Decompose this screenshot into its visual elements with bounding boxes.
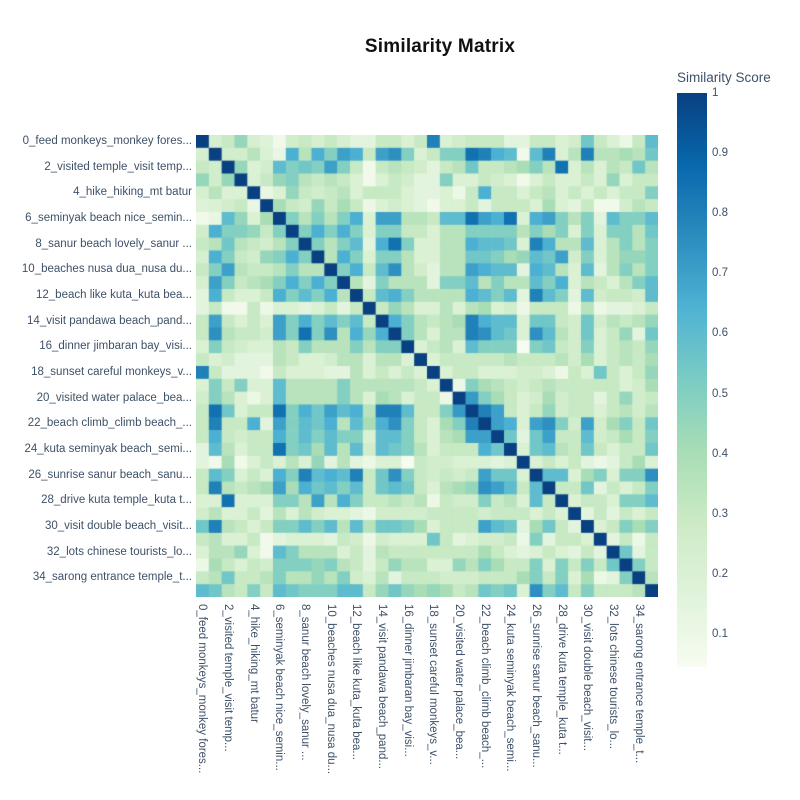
y-tick-label: 4_hike_hiking_mt batur (73, 186, 192, 199)
y-tick-label: 30_visit double beach_visit... (44, 519, 192, 532)
x-tick-label: 22_beach climb_climb beach_... (478, 604, 491, 769)
x-tick-label: 24_kuta seminyak beach_semi... (504, 604, 517, 772)
y-tick-label: 16_dinner jimbaran bay_visi... (39, 340, 192, 353)
y-tick-label: 2_visited temple_visit temp... (44, 160, 192, 173)
colorbar-tick-label: 0.1 (712, 627, 728, 640)
x-tick-label: 2_visited temple_visit temp... (222, 604, 235, 752)
chart-title: Similarity Matrix (364, 36, 516, 57)
x-tick-label: 30_visit double beach_visit... (581, 604, 594, 752)
colorbar-tick-label: 0.3 (712, 507, 728, 520)
colorbar-tick-label: 0.7 (712, 267, 728, 280)
y-tick-label: 32_lots chinese tourists_lo... (46, 545, 192, 558)
x-tick-label: 18_sunset careful monkeys_v... (427, 604, 440, 765)
y-tick-label: 18_sunset careful monkeys_v... (31, 365, 192, 378)
colorbar-title: Similarity Score (677, 70, 771, 85)
x-tick-label: 4_hike_hiking_mt batur (247, 604, 260, 723)
x-tick-label: 34_sarong entrance temple_t... (632, 604, 645, 764)
y-tick-label: 34_sarong entrance temple_t... (32, 571, 192, 584)
y-tick-label: 24_kuta seminyak beach_semi... (24, 442, 192, 455)
colorbar-tick-label: 1 (712, 87, 719, 99)
x-tick-label: 12_beach like kuta_kuta bea... (350, 604, 363, 761)
heatmap-canvas[interactable] (196, 135, 658, 597)
y-tick-label: 20_visited water palace_bea... (36, 391, 192, 404)
y-tick-label: 6_seminyak beach nice_semin... (25, 211, 192, 224)
y-tick-label: 22_beach climb_climb beach_... (27, 417, 192, 430)
colorbar-tick-label: 0.5 (712, 387, 728, 400)
x-tick-label: 10_beaches nusa dua_nusa du... (324, 604, 337, 775)
x-tick-label: 28_drive kuta temple_kuta t... (555, 604, 568, 755)
x-tick-label: 26_sunrise sanur beach_sanu... (530, 604, 543, 768)
colorbar-tick-label: 0.9 (712, 147, 728, 160)
x-tick-label: 14_visit pandawa beach_pand... (376, 604, 389, 769)
y-tick-label: 12_beach like kuta_kuta bea... (35, 288, 192, 301)
y-tick-label: 26_sunrise sanur beach_sanu... (28, 468, 192, 481)
x-tick-label: 0_feed monkeys_monkey fores... (196, 604, 209, 774)
y-tick-label: 8_sanur beach lovely_sanur ... (35, 237, 192, 250)
colorbar-tick-label: 0.6 (712, 327, 728, 340)
y-tick-label: 0_feed monkeys_monkey fores... (22, 134, 192, 147)
y-tick-label: 28_drive kuta temple_kuta t... (41, 494, 192, 507)
colorbar-tick-label: 0.8 (712, 207, 728, 220)
x-tick-label: 8_sanur beach lovely_sanur ... (299, 604, 312, 761)
x-tick-label: 16_dinner jimbaran bay_visi... (401, 604, 414, 757)
x-tick-label: 32_lots chinese tourists_lo... (607, 604, 620, 750)
x-tick-label: 6_seminyak beach nice_semin... (273, 604, 286, 771)
x-tick-label: 20_visited water palace_bea... (453, 604, 466, 760)
y-tick-label: 14_visit pandawa beach_pand... (27, 314, 192, 327)
colorbar-gradient (677, 93, 707, 667)
colorbar-tick-label: 0.2 (712, 567, 728, 580)
colorbar-tick-label: 0.4 (712, 447, 728, 460)
y-tick-label: 10_beaches nusa dua_nusa du... (21, 263, 192, 276)
